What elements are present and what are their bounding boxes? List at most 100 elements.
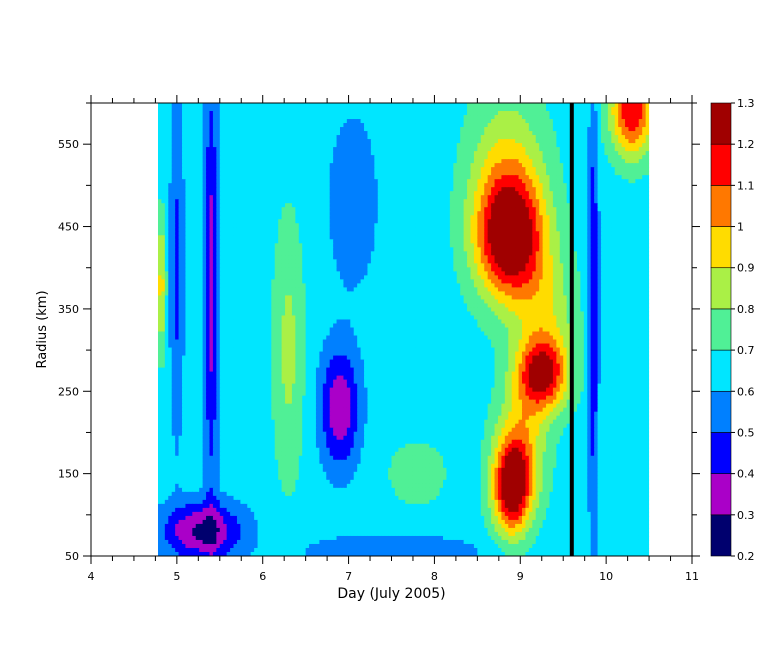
contour-cell <box>501 119 506 124</box>
contour-cell <box>247 223 252 228</box>
contour-cell <box>532 235 537 240</box>
contour-cell <box>587 195 592 200</box>
contour-cell <box>501 195 506 200</box>
contour-cell <box>274 167 279 172</box>
contour-cell <box>473 131 478 136</box>
contour-cell <box>309 115 314 120</box>
contour-cell <box>329 139 334 144</box>
contour-cell <box>628 199 633 204</box>
contour-cell <box>638 195 643 200</box>
contour-cell <box>597 183 602 188</box>
contour-cell <box>264 199 269 204</box>
contour-cell <box>302 155 307 160</box>
contour-cell <box>281 139 286 144</box>
contour-cell <box>384 135 389 140</box>
contour-cell <box>267 219 272 224</box>
contour-cell <box>367 111 372 116</box>
contour-cell <box>456 203 461 208</box>
contour-cell <box>367 171 372 176</box>
contour-cell <box>511 107 516 112</box>
contour-cell <box>370 119 375 124</box>
contour-cell <box>319 183 324 188</box>
contour-cell <box>326 131 331 136</box>
contour-cell <box>473 147 478 152</box>
contour-cell <box>267 211 272 216</box>
contour-cell <box>364 115 369 120</box>
contour-cell <box>281 179 286 184</box>
contour-cell <box>367 103 372 108</box>
contour-cell <box>456 167 461 172</box>
contour-cell <box>398 179 403 184</box>
contour-cell <box>539 115 544 120</box>
contour-cell <box>594 163 599 168</box>
contour-cell <box>511 175 516 180</box>
contour-cell <box>267 187 272 192</box>
contour-cell <box>264 143 269 148</box>
contour-cell <box>508 127 513 132</box>
contour-cell <box>364 151 369 156</box>
contour-cell <box>566 191 571 196</box>
contour-cell <box>305 155 310 160</box>
contour-cell <box>226 131 231 136</box>
contour-cell <box>281 107 286 112</box>
contour-cell <box>285 115 290 120</box>
contour-cell <box>456 143 461 148</box>
contour-cell <box>285 203 290 208</box>
contour-cell <box>408 211 413 216</box>
contour-cell <box>291 191 296 196</box>
contour-cell <box>600 179 606 184</box>
contour-cell <box>188 231 193 236</box>
contour-cell <box>195 167 200 172</box>
contour-cell <box>422 155 427 160</box>
contour-cell <box>415 195 420 200</box>
contour-cell <box>508 203 513 208</box>
contour-cell <box>261 143 266 148</box>
contour-cell <box>346 115 351 120</box>
contour-cell <box>604 235 609 240</box>
contour-cell <box>305 183 310 188</box>
contour-cell <box>212 191 217 196</box>
contour-cell <box>302 111 307 116</box>
contour-cell <box>546 135 551 140</box>
contour-cell <box>216 203 221 208</box>
contour-cell <box>374 175 379 180</box>
contour-cell <box>635 127 640 132</box>
contour-cell <box>175 195 180 200</box>
contour-cell <box>618 139 623 144</box>
contour-cell <box>480 115 485 120</box>
contour-cell <box>535 211 540 216</box>
contour-cell <box>511 211 516 216</box>
contour-cell <box>236 211 241 216</box>
contour-cell <box>206 135 211 140</box>
contour-cell <box>381 115 386 120</box>
contour-cell <box>206 139 211 144</box>
contour-cell <box>233 159 238 164</box>
contour-cell <box>432 135 437 140</box>
contour-cell <box>216 239 221 244</box>
contour-cell <box>405 227 410 232</box>
contour-cell <box>281 227 286 232</box>
contour-cell <box>473 135 478 140</box>
contour-cell <box>343 119 348 124</box>
contour-cell <box>600 127 606 132</box>
contour-cell <box>594 171 599 176</box>
contour-cell <box>497 223 502 228</box>
contour-cell <box>216 227 221 232</box>
contour-cell <box>357 115 362 120</box>
contour-cell <box>594 127 599 132</box>
contour-cell <box>353 179 358 184</box>
contour-cell <box>559 167 564 172</box>
contour-cell <box>638 211 643 216</box>
contour-cell <box>322 231 327 236</box>
contour-cell <box>374 227 379 232</box>
contour-cell <box>628 215 633 220</box>
contour-cell <box>518 131 523 136</box>
contour-cell <box>642 215 647 220</box>
contour-cell <box>525 179 530 184</box>
contour-cell <box>477 159 482 164</box>
contour-cell <box>367 199 372 204</box>
contour-cell <box>436 123 441 128</box>
contour-cell <box>528 171 533 176</box>
contour-cell <box>350 143 355 148</box>
contour-cell <box>298 211 303 216</box>
